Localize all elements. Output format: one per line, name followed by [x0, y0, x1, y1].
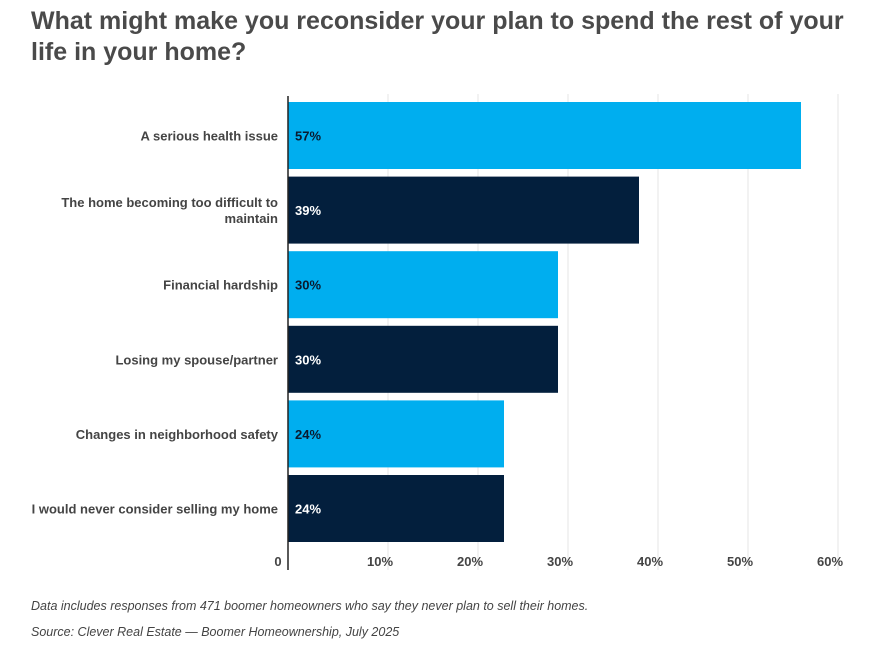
tick-label: 30% [547, 554, 573, 569]
data-label: 30% [295, 352, 321, 367]
category-label: Changes in neighborhood safety [76, 427, 279, 442]
category-label: Losing my spouse/partner [115, 352, 278, 367]
category-labels: A serious health issue The home becoming … [32, 129, 279, 517]
bar [288, 176, 639, 244]
bars [288, 102, 801, 542]
tick-label: 20% [457, 554, 483, 569]
data-label: 30% [295, 278, 321, 293]
chart-title: What might make you reconsider your plan… [31, 7, 844, 66]
footnote: Data includes responses from 471 boomer … [31, 599, 589, 613]
tick-label: 50% [727, 554, 753, 569]
tick-labels: 0 10% 20% 30% 40% 50% 60% [274, 554, 843, 569]
data-label: 57% [295, 129, 321, 144]
bar [288, 400, 504, 468]
data-labels: 57% 39% 30% 30% 24% 24% [295, 129, 321, 517]
tick-label: 40% [637, 554, 663, 569]
tick-label: 0 [274, 554, 281, 569]
bar [288, 102, 801, 169]
data-label: 24% [295, 427, 321, 442]
category-label: The home becoming too difficult to mainta… [61, 195, 278, 226]
bar [288, 475, 504, 542]
data-label: 39% [295, 203, 321, 218]
bar [288, 251, 558, 319]
tick-label: 10% [367, 554, 393, 569]
source-note: Source: Clever Real Estate — Boomer Home… [31, 625, 400, 639]
bar [288, 325, 558, 393]
tick-label: 60% [817, 554, 843, 569]
category-label: I would never consider selling my home [32, 502, 278, 517]
data-label: 24% [295, 502, 321, 517]
category-label: Financial hardship [163, 278, 278, 293]
category-label: A serious health issue [140, 129, 278, 144]
